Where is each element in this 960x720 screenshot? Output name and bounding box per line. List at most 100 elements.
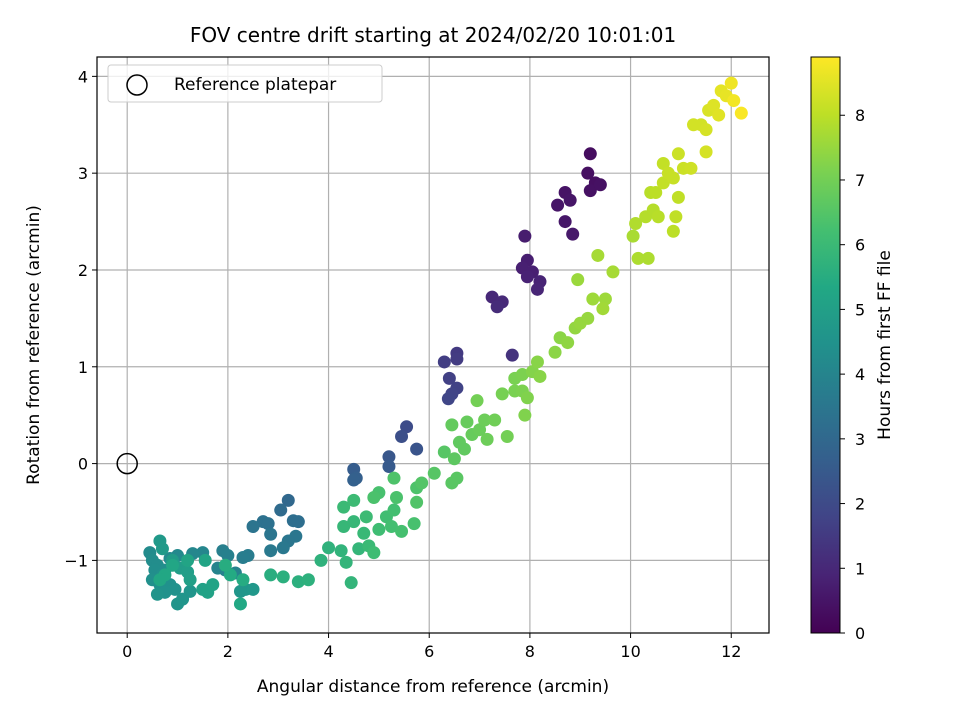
data-point (367, 490, 381, 504)
data-point (382, 450, 396, 464)
data-point (583, 184, 597, 198)
data-point (631, 251, 645, 265)
data-point (666, 171, 680, 185)
data-point (359, 510, 373, 524)
data-point (593, 178, 607, 192)
data-point (223, 568, 237, 582)
data-point (596, 302, 610, 316)
y-tick-label: −1 (64, 551, 88, 570)
data-point (520, 391, 534, 405)
data-point (699, 123, 713, 137)
data-point (372, 522, 386, 536)
data-point (407, 517, 421, 531)
data-point (183, 584, 197, 598)
data-point (437, 355, 451, 369)
data-point (427, 466, 441, 480)
data-point (276, 541, 290, 555)
data-point (357, 526, 371, 540)
reference-layer (116, 452, 138, 475)
data-point (581, 311, 595, 325)
data-point (301, 573, 315, 587)
data-point (384, 520, 398, 534)
colorbar-tick-label: 0 (855, 624, 865, 643)
data-point (641, 251, 655, 265)
data-point (561, 336, 575, 350)
data-point (155, 542, 169, 556)
data-point (314, 553, 328, 567)
data-point (656, 156, 670, 170)
data-point (666, 224, 680, 238)
data-point (291, 575, 305, 589)
data-point (551, 198, 565, 212)
data-point (206, 578, 220, 592)
x-tick-label: 4 (323, 642, 333, 661)
data-point (387, 471, 401, 485)
data-point (488, 413, 502, 427)
chart-title: FOV centre drift starting at 2024/02/20 … (190, 23, 676, 47)
data-point (727, 94, 741, 108)
data-point (261, 517, 275, 531)
data-point (583, 147, 597, 161)
colorbar-tick-label: 6 (855, 236, 865, 255)
data-point (671, 147, 685, 161)
data-point (415, 476, 429, 490)
data-point (183, 573, 197, 587)
data-point (344, 576, 358, 590)
data-point (367, 546, 381, 560)
data-point (712, 108, 726, 122)
data-point (236, 573, 250, 587)
data-point (264, 568, 278, 582)
data-point (566, 227, 580, 241)
y-tick-label: 3 (78, 164, 88, 183)
data-point (558, 215, 572, 229)
colorbar-tick-label: 2 (855, 495, 865, 514)
data-point (437, 445, 451, 459)
colorbar-tick-label: 4 (855, 365, 865, 384)
data-point (450, 471, 464, 485)
data-point (490, 300, 504, 314)
y-tick-label: 4 (78, 67, 88, 86)
data-point (181, 553, 195, 567)
data-point (445, 418, 459, 432)
data-point (236, 550, 250, 564)
data-point (478, 413, 492, 427)
x-tick-label: 6 (424, 642, 434, 661)
colorbar (810, 56, 841, 634)
data-point (591, 248, 605, 262)
data-point (395, 524, 409, 538)
data-point (606, 265, 620, 279)
data-point (281, 493, 295, 507)
data-point (153, 573, 167, 587)
x-tick-label: 2 (223, 642, 233, 661)
data-points (143, 76, 748, 611)
x-tick-label: 0 (122, 642, 132, 661)
data-point (651, 210, 665, 224)
data-point (518, 229, 532, 243)
data-point (441, 392, 455, 406)
y-tick-label: 2 (78, 261, 88, 280)
data-point (724, 76, 738, 90)
data-point (352, 542, 366, 556)
data-point (395, 429, 409, 443)
data-point (291, 515, 305, 529)
data-point (505, 348, 519, 362)
data-point (480, 432, 494, 446)
data-point (410, 495, 424, 509)
y-axis-ticks: −1 0 1 2 3 4 (64, 67, 97, 570)
data-point (264, 544, 278, 558)
data-point (581, 166, 595, 180)
data-point (563, 193, 577, 207)
data-point (500, 429, 514, 443)
legend-entry: Reference platepar (174, 75, 336, 95)
data-point (168, 582, 182, 596)
colorbar-tick-label: 5 (855, 300, 865, 319)
data-point (337, 520, 351, 534)
colorbar-tick-label: 1 (855, 559, 865, 578)
data-point (626, 229, 640, 243)
data-point (515, 368, 529, 382)
x-tick-label: 8 (525, 642, 535, 661)
data-point (571, 273, 585, 287)
data-point (671, 190, 685, 204)
colorbar-tick-label: 7 (855, 171, 865, 190)
